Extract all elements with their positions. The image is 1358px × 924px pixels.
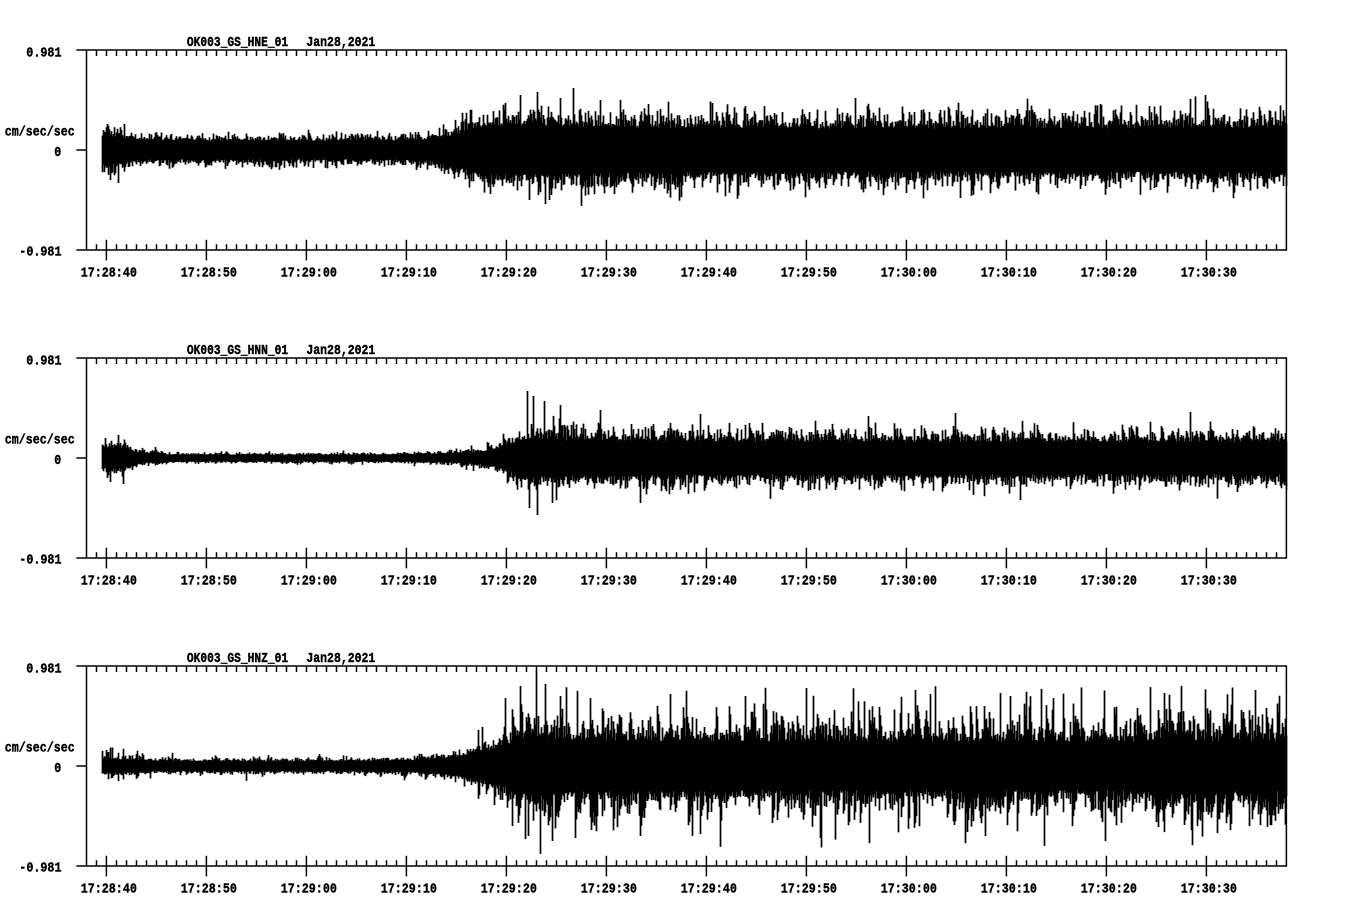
svg-text:17:29:00: 17:29:00 bbox=[281, 266, 337, 282]
svg-text:0.981: 0.981 bbox=[26, 353, 61, 369]
svg-text:17:30:30: 17:30:30 bbox=[1181, 882, 1237, 898]
svg-text:17:28:50: 17:28:50 bbox=[181, 266, 237, 282]
svg-text:17:29:20: 17:29:20 bbox=[481, 882, 537, 898]
svg-text:17:30:30: 17:30:30 bbox=[1181, 574, 1237, 590]
svg-text:17:30:10: 17:30:10 bbox=[981, 574, 1037, 590]
svg-text:17:29:40: 17:29:40 bbox=[681, 882, 737, 898]
svg-text:17:29:00: 17:29:00 bbox=[281, 882, 337, 898]
svg-text:17:29:40: 17:29:40 bbox=[681, 266, 737, 282]
svg-text:17:29:20: 17:29:20 bbox=[481, 266, 537, 282]
svg-text:17:29:40: 17:29:40 bbox=[681, 574, 737, 590]
svg-text:0.981: 0.981 bbox=[26, 45, 61, 61]
svg-text:17:28:40: 17:28:40 bbox=[81, 266, 137, 282]
svg-text:17:28:40: 17:28:40 bbox=[81, 574, 137, 590]
svg-text:17:29:30: 17:29:30 bbox=[581, 266, 637, 282]
svg-text:17:28:50: 17:28:50 bbox=[181, 882, 237, 898]
svg-text:cm/sec/sec: cm/sec/sec bbox=[5, 433, 75, 449]
svg-text:0: 0 bbox=[54, 453, 61, 469]
svg-text:17:29:10: 17:29:10 bbox=[381, 266, 437, 282]
svg-text:17:28:50: 17:28:50 bbox=[181, 574, 237, 590]
svg-text:Jan28,2021: Jan28,2021 bbox=[306, 343, 375, 359]
svg-text:OK003_GS_HNE_01: OK003_GS_HNE_01 bbox=[187, 35, 288, 51]
svg-text:17:29:50: 17:29:50 bbox=[781, 882, 837, 898]
svg-text:17:30:20: 17:30:20 bbox=[1081, 574, 1137, 590]
svg-text:17:30:00: 17:30:00 bbox=[881, 574, 937, 590]
svg-text:17:29:10: 17:29:10 bbox=[381, 882, 437, 898]
svg-text:17:29:30: 17:29:30 bbox=[581, 574, 637, 590]
svg-text:-0.981: -0.981 bbox=[19, 861, 61, 877]
svg-text:cm/sec/sec: cm/sec/sec bbox=[5, 741, 75, 757]
svg-text:17:30:20: 17:30:20 bbox=[1081, 266, 1137, 282]
svg-text:cm/sec/sec: cm/sec/sec bbox=[5, 125, 75, 141]
svg-text:17:29:50: 17:29:50 bbox=[781, 266, 837, 282]
svg-text:17:30:10: 17:30:10 bbox=[981, 266, 1037, 282]
svg-text:17:28:40: 17:28:40 bbox=[81, 882, 137, 898]
svg-text:-0.981: -0.981 bbox=[19, 245, 61, 261]
svg-text:Jan28,2021: Jan28,2021 bbox=[306, 651, 375, 667]
svg-text:-0.981: -0.981 bbox=[19, 553, 61, 569]
svg-text:17:30:30: 17:30:30 bbox=[1181, 266, 1237, 282]
svg-text:17:30:00: 17:30:00 bbox=[881, 266, 937, 282]
svg-text:17:30:00: 17:30:00 bbox=[881, 882, 937, 898]
svg-text:17:30:10: 17:30:10 bbox=[981, 882, 1037, 898]
svg-text:0.981: 0.981 bbox=[26, 661, 61, 677]
svg-text:OK003_GS_HNZ_01: OK003_GS_HNZ_01 bbox=[187, 651, 288, 667]
svg-text:Jan28,2021: Jan28,2021 bbox=[306, 35, 375, 51]
svg-text:OK003_GS_HNN_01: OK003_GS_HNN_01 bbox=[187, 343, 288, 359]
svg-text:17:29:20: 17:29:20 bbox=[481, 574, 537, 590]
svg-text:17:29:50: 17:29:50 bbox=[781, 574, 837, 590]
svg-text:17:29:10: 17:29:10 bbox=[381, 574, 437, 590]
svg-text:0: 0 bbox=[54, 761, 61, 777]
svg-text:17:29:30: 17:29:30 bbox=[581, 882, 637, 898]
svg-text:0: 0 bbox=[54, 145, 61, 161]
svg-text:17:29:00: 17:29:00 bbox=[281, 574, 337, 590]
svg-text:17:30:20: 17:30:20 bbox=[1081, 882, 1137, 898]
